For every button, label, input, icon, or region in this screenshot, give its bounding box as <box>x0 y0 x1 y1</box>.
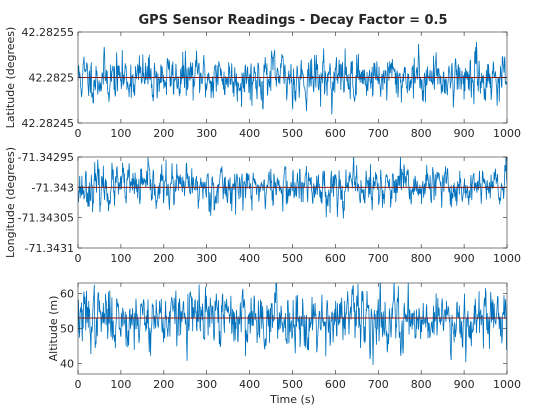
latitude-axes: 0 100 200 300 400 500 600 700 800 900 1000 42.28245… <box>4 26 521 140</box>
y-tick-label: -71.34305 <box>18 212 74 225</box>
y-tick-label: 42.28245 <box>22 117 75 130</box>
x-tick-label: 400 <box>239 127 260 140</box>
x-tick-label: 200 <box>153 252 174 265</box>
longitude-axes: 0 100 200 300 400 500 600 700 800 900 1000 -71.3431… <box>4 147 521 265</box>
x-tick-label: 800 <box>411 378 432 391</box>
y-tick-label: -71.34295 <box>18 151 74 164</box>
x-tick-label: 600 <box>325 127 346 140</box>
y-axis-label: Latitude (degrees) <box>4 27 17 129</box>
x-tick-label: 900 <box>454 127 475 140</box>
x-tick-label: 300 <box>196 127 217 140</box>
x-tick-label: 500 <box>282 378 303 391</box>
x-tick-label: 1000 <box>493 127 521 140</box>
x-tick-label: 500 <box>282 252 303 265</box>
x-tick-label: 100 <box>110 378 131 391</box>
x-tick-label: 800 <box>411 127 432 140</box>
altitude-axes: 0 100 200 300 400 500 600 700 800 900 1000 40 50 60Al… <box>47 282 521 406</box>
y-tick-label: 40 <box>60 358 74 371</box>
x-tick-label: 700 <box>368 127 389 140</box>
y-tick-label: 50 <box>60 323 74 336</box>
y-tick-label: 42.2825 <box>29 72 75 85</box>
x-tick-label: 1000 <box>493 252 521 265</box>
y-tick-label: 60 <box>60 288 74 301</box>
x-tick-label: 0 <box>75 252 82 265</box>
sensor-reading-line <box>78 283 507 365</box>
y-tick-label: -71.343 <box>32 181 74 194</box>
x-tick-label: 600 <box>325 378 346 391</box>
y-tick-label: -71.3431 <box>25 242 74 255</box>
x-tick-label: 300 <box>196 378 217 391</box>
y-axis-label: Altitude (m) <box>47 296 60 362</box>
x-tick-label: 300 <box>196 252 217 265</box>
plot-area <box>78 157 507 248</box>
x-tick-label: 700 <box>368 378 389 391</box>
x-tick-label: 1000 <box>493 378 521 391</box>
y-tick-label: 42.28255 <box>22 26 75 39</box>
x-tick-label: 100 <box>110 252 131 265</box>
x-tick-label: 0 <box>75 127 82 140</box>
y-axis-label: Longitude (degrees) <box>4 147 17 258</box>
x-tick-label: 100 <box>110 127 131 140</box>
x-tick-label: 200 <box>153 378 174 391</box>
x-tick-label: 900 <box>454 378 475 391</box>
figure-title: GPS Sensor Readings - Decay Factor = 0.5 <box>138 13 447 28</box>
x-tick-label: 400 <box>239 252 260 265</box>
x-tick-label: 900 <box>454 252 475 265</box>
x-axis-label: Time (s) <box>269 393 315 406</box>
x-tick-label: 800 <box>411 252 432 265</box>
x-tick-label: 500 <box>282 127 303 140</box>
sensor-reading-line <box>78 42 507 115</box>
x-tick-label: 400 <box>239 378 260 391</box>
x-tick-label: 600 <box>325 252 346 265</box>
x-tick-label: 0 <box>75 378 82 391</box>
x-tick-label: 200 <box>153 127 174 140</box>
x-tick-label: 700 <box>368 252 389 265</box>
sensor-reading-line <box>78 157 507 219</box>
